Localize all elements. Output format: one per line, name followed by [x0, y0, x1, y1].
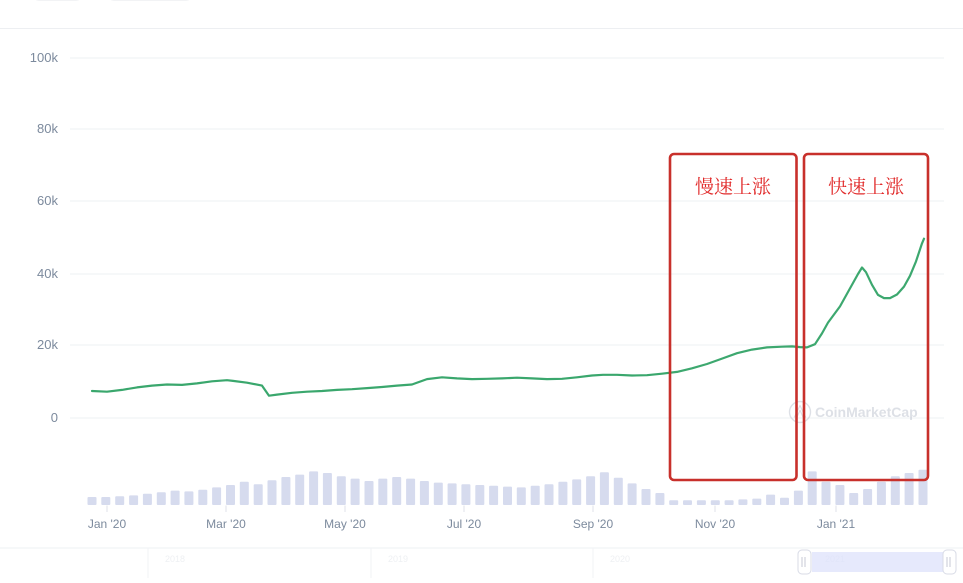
svg-text:Jan '21: Jan '21: [817, 517, 856, 531]
svg-text:20k: 20k: [37, 337, 58, 352]
svg-text:May '20: May '20: [324, 517, 366, 531]
svg-text:Mar '20: Mar '20: [206, 517, 246, 531]
svg-text:快速上涨: 快速上涨: [828, 172, 904, 199]
svg-text:Sep '20: Sep '20: [573, 517, 614, 531]
svg-text:60k: 60k: [37, 193, 58, 208]
svg-text:慢速上涨: 慢速上涨: [695, 172, 771, 199]
svg-text:0: 0: [51, 410, 58, 425]
svg-text:Jan '20: Jan '20: [88, 517, 127, 531]
svg-text:40k: 40k: [37, 266, 58, 281]
svg-text:Jul '20: Jul '20: [447, 517, 482, 531]
svg-text:100k: 100k: [30, 50, 59, 65]
svg-text:Nov '20: Nov '20: [695, 517, 736, 531]
svg-text:80k: 80k: [37, 121, 58, 136]
